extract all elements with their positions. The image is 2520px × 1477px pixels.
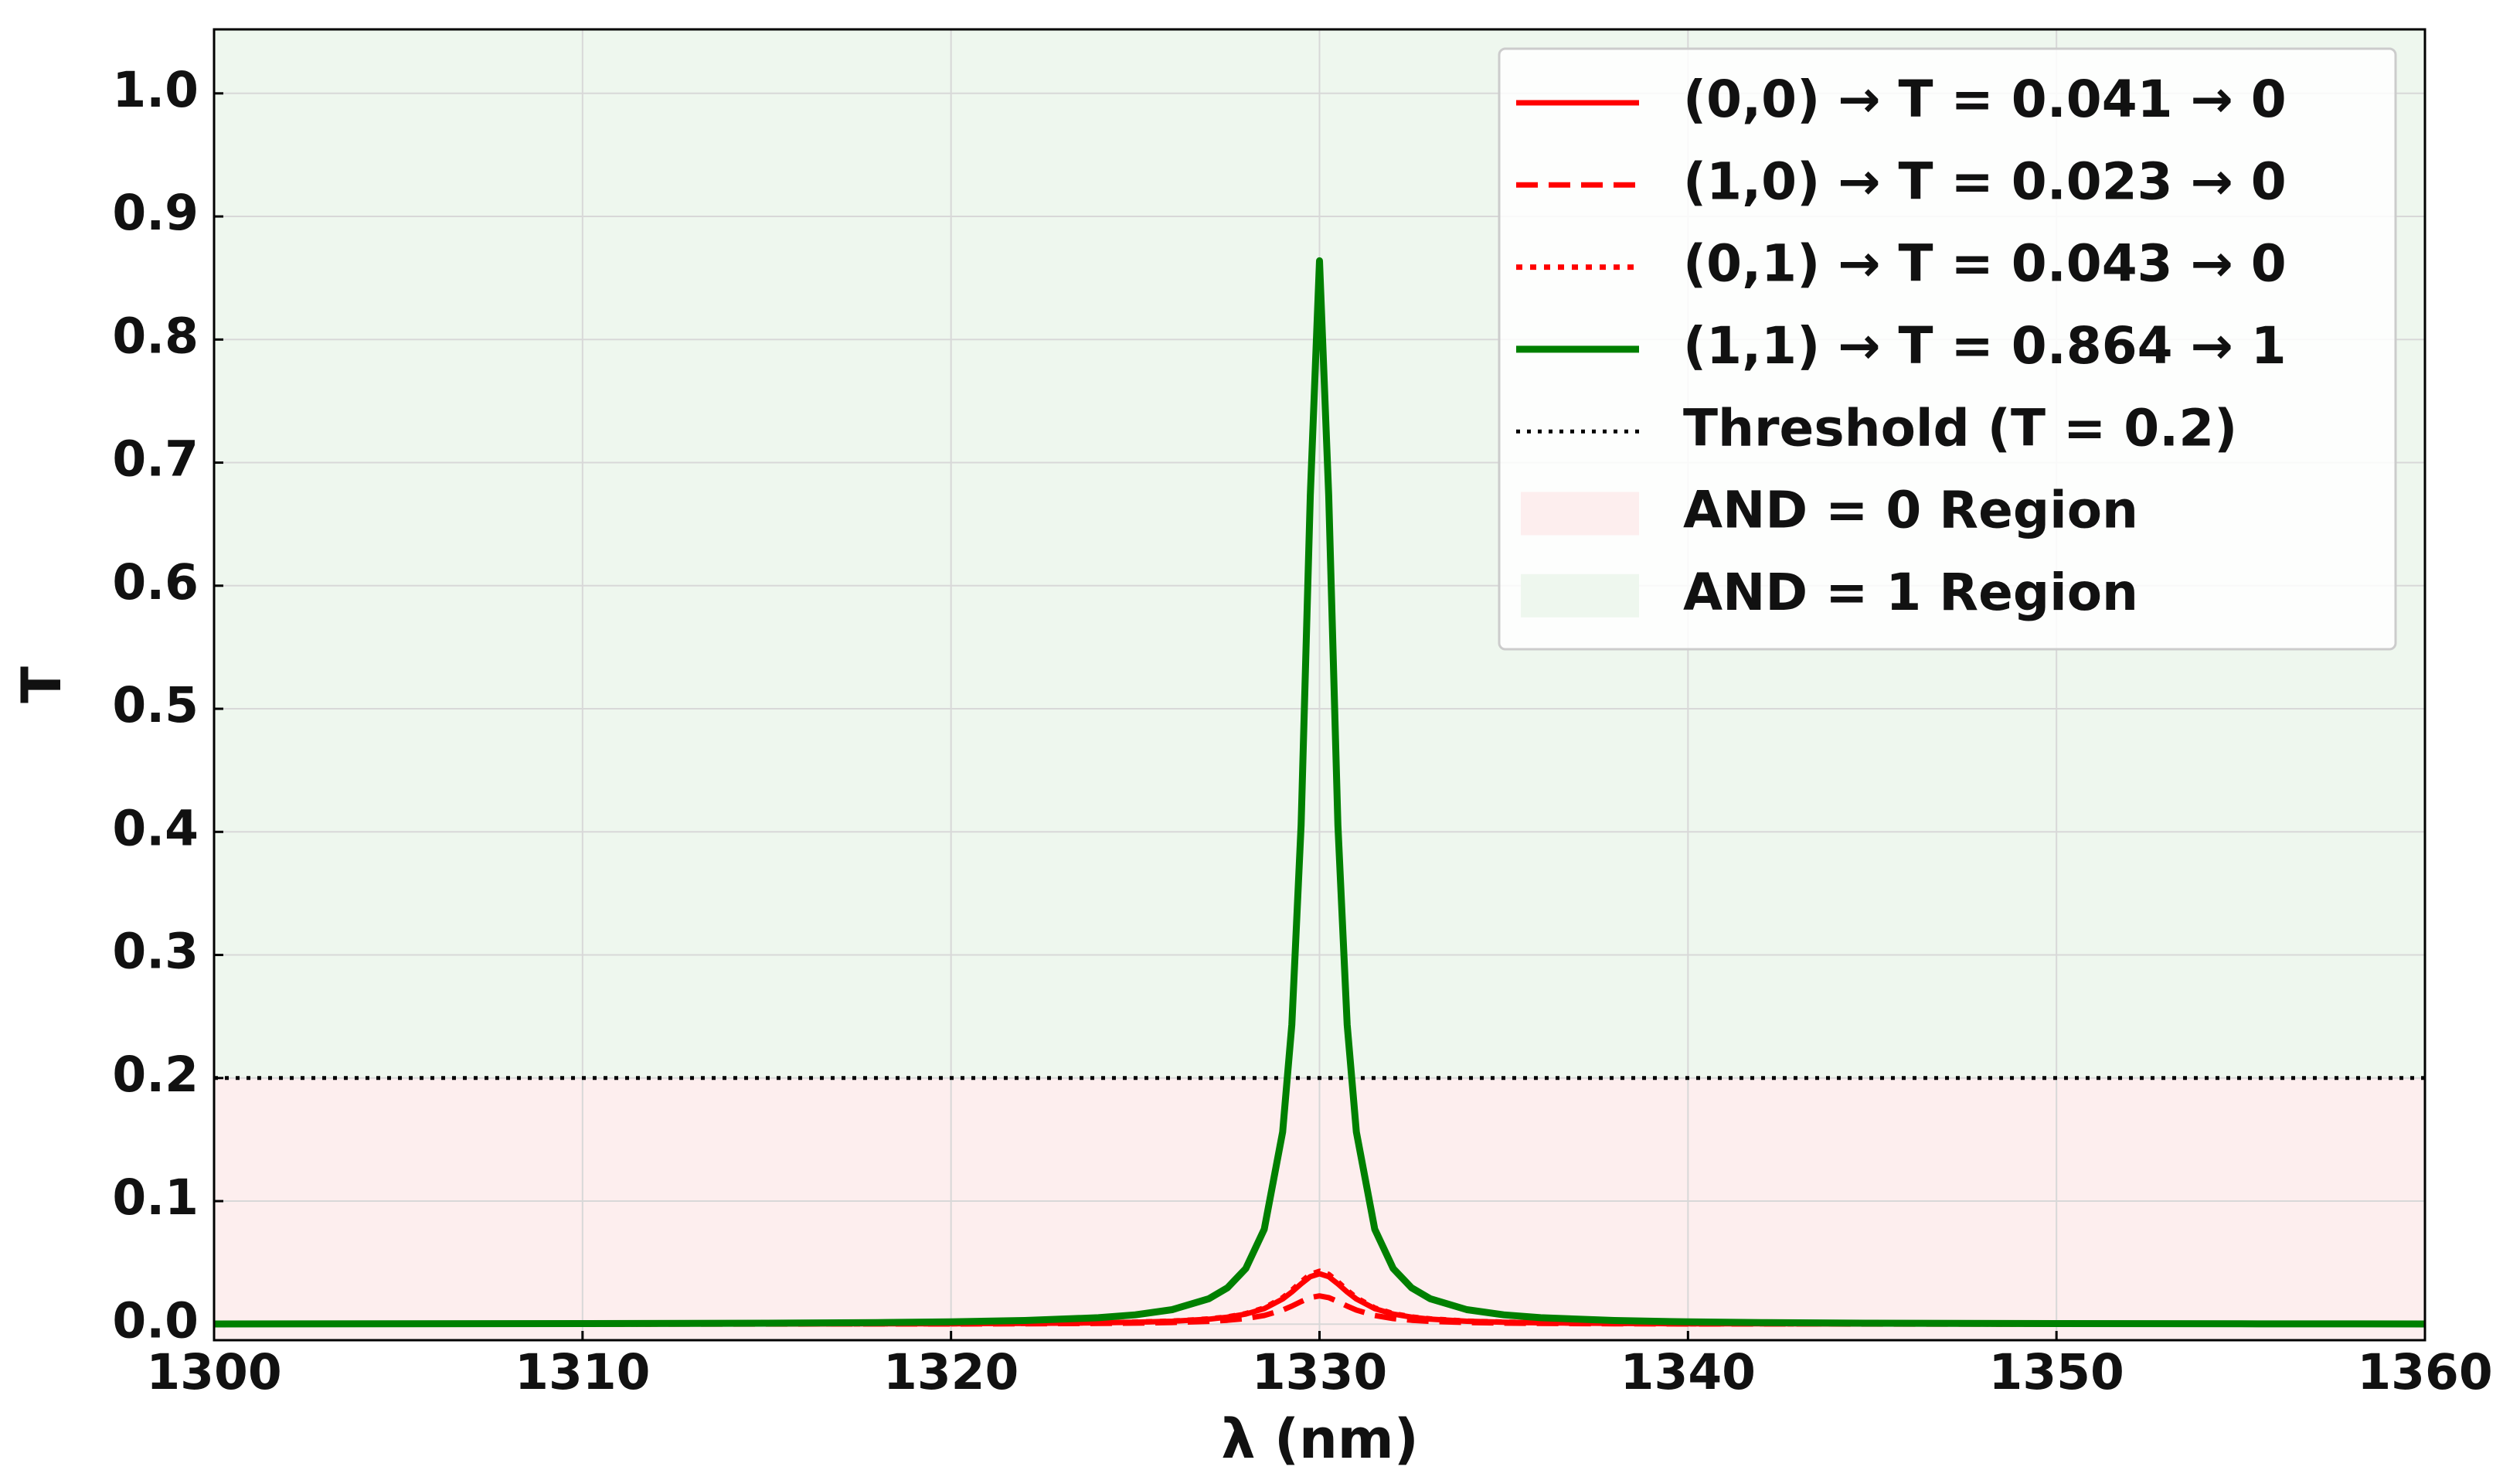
frame — [213, 28, 2426, 1342]
y-tick-label: 0.3 — [112, 924, 199, 980]
y-tick-label: 0.9 — [112, 185, 199, 241]
legend-label: AND = 0 Region — [1683, 481, 2138, 540]
y-tick-label: 0.6 — [112, 554, 199, 611]
y-tick-label: 0.4 — [112, 800, 199, 856]
y-tick-label: 0.0 — [112, 1292, 199, 1349]
legend-label: (0,0) → T = 0.041 → 0 — [1683, 70, 2287, 129]
x-tick-label: 1310 — [515, 1344, 650, 1400]
x-tick-label: 1320 — [883, 1344, 1019, 1400]
legend-label: (1,0) → T = 0.023 → 0 — [1683, 151, 2287, 211]
y-tick-label: 0.5 — [112, 677, 199, 733]
legend-box — [1498, 47, 2397, 651]
legend-label: (1,1) → T = 0.864 → 1 — [1683, 316, 2287, 376]
x-tick-label: 1300 — [146, 1344, 281, 1400]
x-tick-label: 1350 — [1988, 1344, 2124, 1400]
y-tick-label: 1.0 — [112, 62, 199, 118]
line — [213, 257, 2426, 1328]
y-axis-label: T — [10, 666, 73, 703]
y-tick-label: 0.2 — [112, 1046, 199, 1103]
legend-swatch — [1521, 573, 1639, 618]
x-axis-label: λ (nm) — [1221, 1407, 1418, 1471]
y-tick-label: 0.1 — [112, 1169, 199, 1226]
x-tick-label: 1360 — [2357, 1344, 2492, 1400]
x-tick-label: 1340 — [1620, 1344, 1756, 1400]
y-tick-label: 0.8 — [112, 308, 199, 364]
y-tick-label: 0.7 — [112, 431, 199, 488]
legend-label: (0,1) → T = 0.043 → 0 — [1683, 234, 2287, 294]
legend-label: Threshold (T = 0.2) — [1683, 398, 2237, 458]
legend-label: AND = 1 Region — [1683, 563, 2138, 622]
x-tick-label: 1330 — [1252, 1344, 1387, 1400]
legend-swatch — [1521, 492, 1639, 536]
